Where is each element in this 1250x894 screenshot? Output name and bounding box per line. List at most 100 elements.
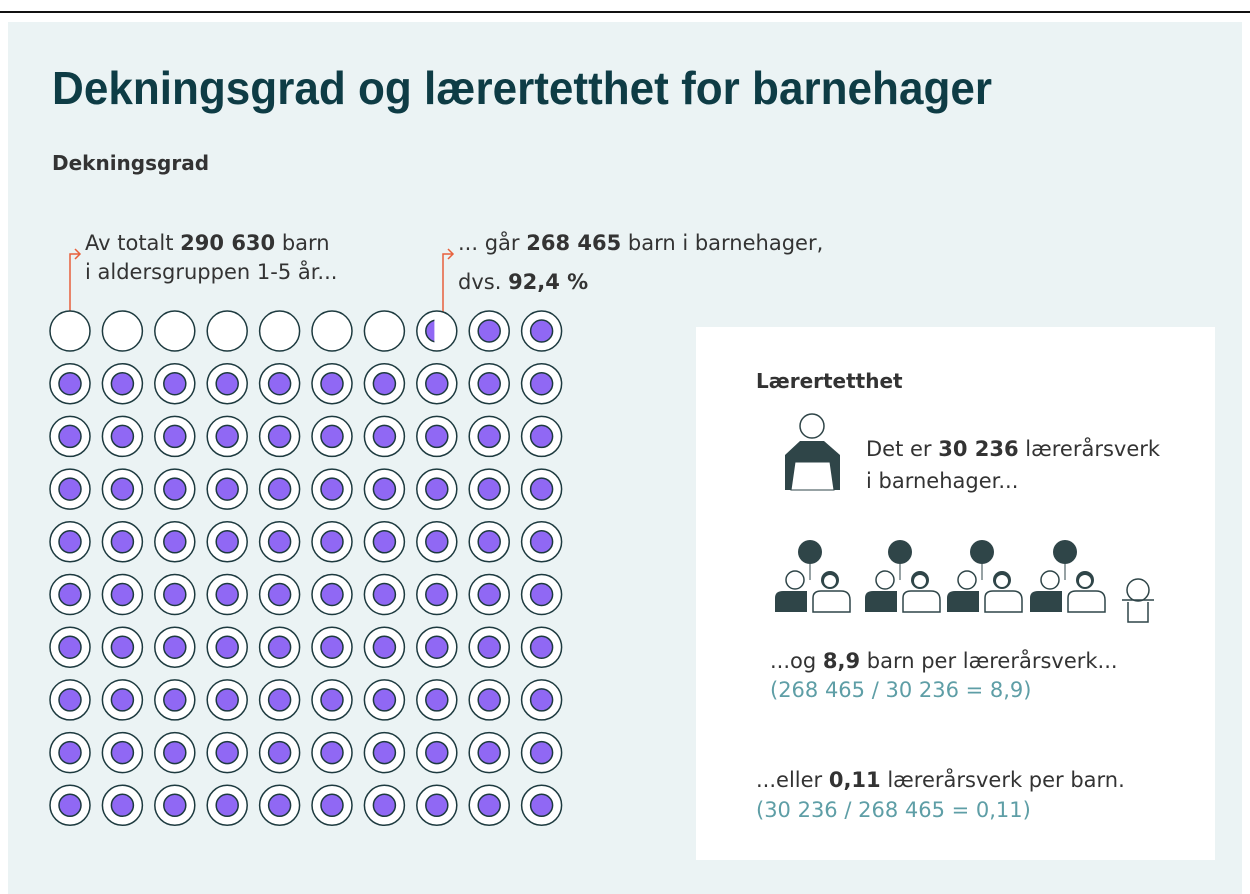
adult-head [970, 540, 994, 564]
dot-filled [216, 373, 238, 395]
text: barn [275, 231, 329, 255]
text: barn i barnehager, [621, 231, 823, 255]
text: dvs. [458, 270, 508, 294]
dot-outer [50, 311, 90, 351]
dot-filled [426, 584, 448, 606]
dot-filled [59, 636, 81, 658]
card-heading: Lærertetthet [756, 369, 903, 393]
top-rule [0, 11, 1250, 13]
child-body [865, 591, 897, 612]
dot-filled [321, 373, 343, 395]
dot-filled [164, 742, 186, 764]
dot-filled [269, 425, 291, 447]
child-body [903, 591, 940, 612]
child-head [1041, 571, 1059, 589]
dot-outer [102, 311, 142, 351]
text: lærerårsverk per barn. [881, 767, 1125, 792]
dot-filled [269, 478, 291, 500]
child-body [1030, 591, 1062, 612]
card-text: ...eller 0,11 lærerårsverk per barn. [756, 767, 1125, 792]
card-text: i barnehager... [866, 469, 1018, 493]
dot-filled [164, 794, 186, 816]
dot-filled [164, 425, 186, 447]
child-body [985, 591, 1022, 612]
child-face [1079, 575, 1091, 587]
dot-filled [111, 742, 133, 764]
dot-filled [373, 742, 395, 764]
annotation: ... går 268 465 barn i barnehager, [458, 230, 823, 255]
dot-filled [531, 478, 553, 500]
dot-filled [216, 689, 238, 711]
text: barn per lærerårsverk... [860, 648, 1117, 673]
dot-filled [164, 373, 186, 395]
dot-filled [321, 794, 343, 816]
dot-filled [321, 636, 343, 658]
dot-filled [216, 478, 238, 500]
dot-filled [216, 636, 238, 658]
annotation: i aldersgruppen 1-5 år... [85, 259, 337, 284]
dot-filled [373, 636, 395, 658]
dot-filled [321, 531, 343, 553]
dot-filled [59, 373, 81, 395]
dot-filled [373, 373, 395, 395]
dot-filled [59, 689, 81, 711]
dot-filled [531, 742, 553, 764]
value: 92,4 % [508, 270, 588, 294]
dot-filled [531, 794, 553, 816]
dot-filled [373, 531, 395, 553]
dot-filled [321, 478, 343, 500]
dot-filled [321, 584, 343, 606]
dot-outer [417, 311, 457, 351]
annotation: dvs. 92,4 % [458, 270, 588, 294]
value: 8,9 [823, 649, 860, 673]
dot-filled [478, 531, 500, 553]
dot-outer [364, 311, 404, 351]
dot-filled [216, 584, 238, 606]
dot-filled [321, 689, 343, 711]
desk [791, 462, 834, 490]
formula: (268 465 / 30 236 = 8,9) [770, 678, 1031, 702]
dot-filled [269, 794, 291, 816]
dot-filled [216, 794, 238, 816]
dot-filled [373, 794, 395, 816]
dot-filled [478, 794, 500, 816]
annotation: Av totalt 290 630 barn [85, 231, 330, 255]
adult-head [1053, 540, 1077, 564]
dot-filled [531, 689, 553, 711]
head [800, 414, 824, 438]
child-head [786, 571, 804, 589]
section-heading: Dekningsgrad [52, 151, 209, 175]
dot-filled [269, 742, 291, 764]
child-body [813, 591, 850, 612]
dot-filled [373, 425, 395, 447]
dot-filled [531, 636, 553, 658]
child-body [775, 591, 807, 612]
dot-filled [269, 373, 291, 395]
child-face [824, 575, 836, 587]
dot-filled [321, 742, 343, 764]
dot-filled [164, 689, 186, 711]
dot-filled [59, 531, 81, 553]
value: 0,11 [829, 768, 881, 792]
child-head [876, 571, 894, 589]
dot-filled [426, 742, 448, 764]
child-head [958, 571, 976, 589]
dot-filled [426, 689, 448, 711]
dot-filled [111, 636, 133, 658]
dot-filled [426, 373, 448, 395]
dot-filled [531, 373, 553, 395]
dot-filled [269, 531, 291, 553]
value: 30 236 [938, 437, 1018, 461]
child-body [947, 591, 979, 612]
dot-filled [269, 689, 291, 711]
dot-filled [426, 794, 448, 816]
infographic: Dekningsgrad og lærertetthet for barneha… [0, 0, 1250, 894]
dot-filled [164, 584, 186, 606]
dot-filled [111, 425, 133, 447]
dot-filled [478, 373, 500, 395]
dot-filled [59, 794, 81, 816]
dot-filled [426, 636, 448, 658]
dot-filled [373, 478, 395, 500]
dot-filled [164, 636, 186, 658]
dot-filled [478, 742, 500, 764]
